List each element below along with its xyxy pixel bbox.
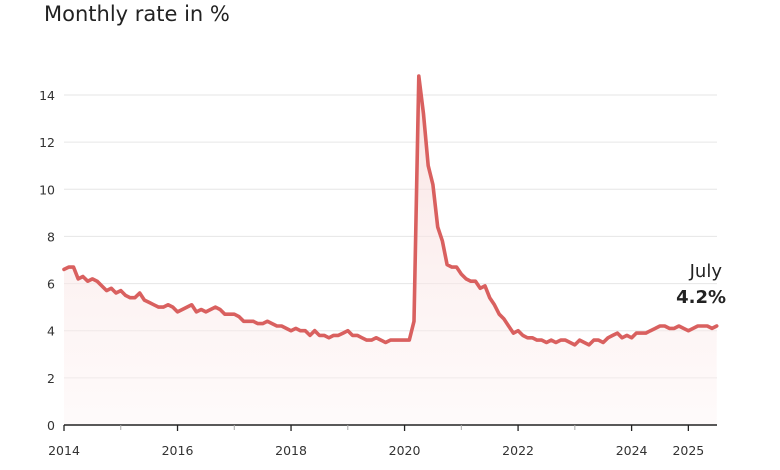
- y-tick-label: 12: [39, 135, 55, 150]
- x-tick-label: 2025: [672, 443, 704, 458]
- x-tick-label: 2014: [48, 443, 80, 458]
- annotation-value: 4.2%: [676, 287, 726, 308]
- y-tick-label: 10: [39, 182, 55, 197]
- x-tick-label: 2020: [389, 443, 421, 458]
- y-tick-label: 14: [39, 88, 55, 103]
- area-fill: [64, 76, 717, 425]
- y-tick-label: 0: [47, 418, 55, 433]
- x-tick-label: 2016: [162, 443, 194, 458]
- y-tick-label: 2: [47, 371, 55, 386]
- x-tick-label: 2022: [502, 443, 534, 458]
- annotation-month: July: [689, 261, 723, 282]
- y-tick-label: 4: [47, 324, 55, 339]
- chart-title: Monthly rate in %: [44, 2, 230, 26]
- x-tick-label: 2024: [616, 443, 648, 458]
- x-tick-label: 2018: [275, 443, 307, 458]
- y-tick-label: 8: [47, 229, 55, 244]
- y-tick-label: 6: [47, 277, 55, 292]
- series-line: [62, 74, 719, 347]
